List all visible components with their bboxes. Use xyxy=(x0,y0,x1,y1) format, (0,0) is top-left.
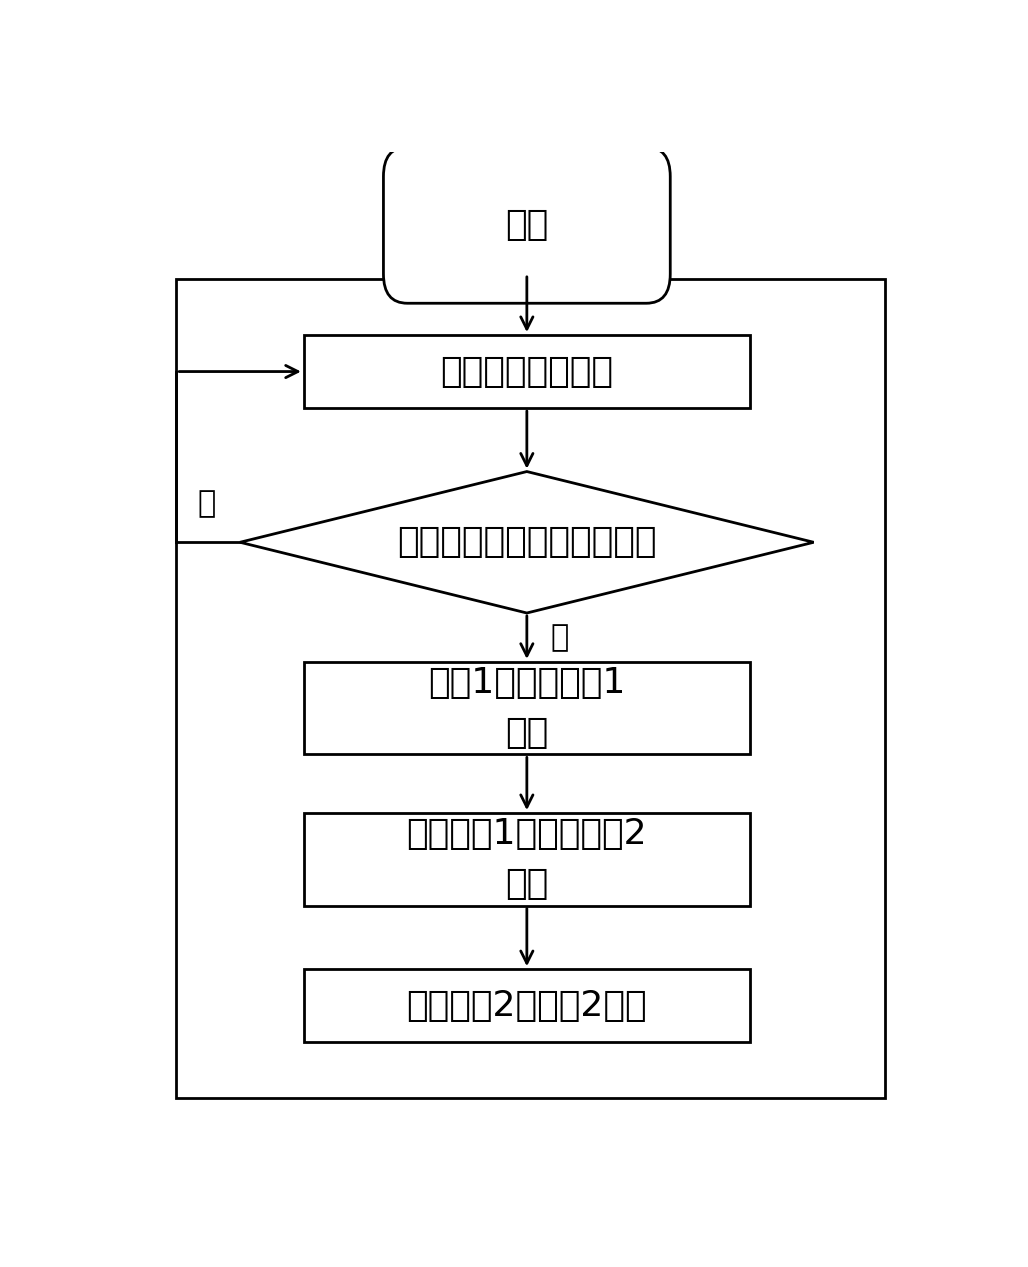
Text: 是: 是 xyxy=(551,623,570,653)
Polygon shape xyxy=(241,471,814,613)
FancyBboxPatch shape xyxy=(383,147,670,303)
Bar xyxy=(304,661,750,754)
Text: 中间构件2与构件2通信: 中间构件2与构件2通信 xyxy=(406,988,648,1022)
Text: 构件1与中间构件1
通信: 构件1与中间构件1 通信 xyxy=(429,666,625,750)
Text: 构件通信映射表项是否存在: 构件通信映射表项是否存在 xyxy=(397,526,657,559)
Text: 等待构件通信时隙: 等待构件通信时隙 xyxy=(440,355,614,389)
Text: 否: 否 xyxy=(197,489,216,518)
Bar xyxy=(304,813,750,906)
Text: 中间构件1与中间构件2
通信: 中间构件1与中间构件2 通信 xyxy=(406,817,648,901)
Bar xyxy=(304,334,750,408)
Bar xyxy=(304,969,750,1043)
Text: 开始: 开始 xyxy=(505,208,549,242)
Bar xyxy=(177,279,885,1098)
